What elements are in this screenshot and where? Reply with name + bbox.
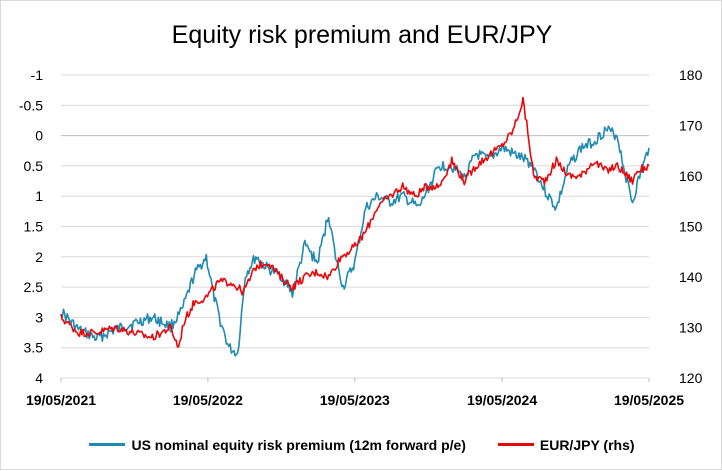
right-tick-label: 120	[679, 370, 703, 386]
right-tick-label: 140	[679, 269, 703, 285]
right-tick-label: 170	[679, 118, 703, 134]
legend: US nominal equity risk premium (12m forw…	[1, 433, 722, 453]
right-axis-ticks: 120 130 140 150 160 170 180	[679, 67, 703, 386]
left-tick-label: -1	[31, 67, 44, 83]
x-axis-ticks: 19/05/2021 19/05/2022 19/05/2023 19/05/2024…	[26, 378, 684, 408]
series-lines	[60, 96, 650, 357]
left-tick-label: 0.5	[24, 158, 44, 174]
left-tick-label: 0	[35, 128, 43, 144]
right-tick-label: 130	[679, 320, 703, 336]
x-tick-label: 19/05/2024	[467, 392, 537, 408]
legend-item-eurjpy: EUR/JPY (rhs)	[497, 436, 635, 453]
x-tick-label: 19/05/2023	[320, 392, 390, 408]
x-tick-label: 19/05/2022	[173, 392, 243, 408]
series-line-eurjpy	[60, 96, 650, 348]
left-tick-label: 1	[35, 188, 43, 204]
left-tick-label: 4	[35, 370, 43, 386]
left-tick-label: 3.5	[24, 340, 44, 356]
right-tick-label: 180	[679, 67, 703, 83]
left-tick-label: 2.5	[24, 279, 44, 295]
x-tick-label: 19/05/2021	[26, 392, 96, 408]
legend-item-erp: US nominal equity risk premium (12m forw…	[89, 437, 466, 453]
left-axis-ticks: -1 -0.5 0 0.5 1 1.5 2 2.5 3 3.5 4	[19, 67, 43, 386]
left-tick-label: -0.5	[19, 97, 43, 113]
legend-label-eurjpy: EUR/JPY (rhs)	[539, 436, 635, 453]
x-tick-label: 19/05/2025	[614, 392, 684, 408]
right-tick-label: 160	[679, 168, 703, 184]
left-tick-label: 1.5	[24, 219, 44, 235]
series-line-erp	[60, 125, 650, 357]
left-tick-label: 3	[35, 309, 43, 325]
legend-swatch-eurjpy	[497, 443, 534, 446]
legend-swatch-erp	[89, 443, 126, 446]
right-tick-label: 150	[679, 219, 703, 235]
legend-label-erp: US nominal equity risk premium (12m forw…	[131, 436, 466, 453]
gridlines	[61, 74, 649, 379]
left-tick-label: 2	[35, 249, 43, 265]
chart-title: Equity risk premium and EUR/JPY	[171, 21, 553, 49]
